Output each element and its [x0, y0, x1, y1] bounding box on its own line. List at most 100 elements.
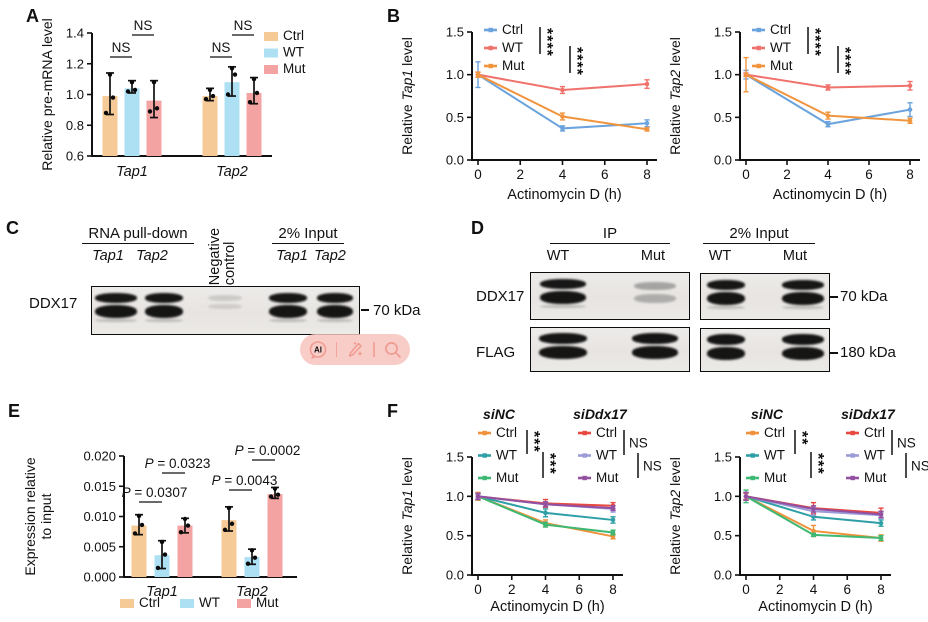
protein-band	[95, 319, 137, 322]
svg-text:Mut: Mut	[770, 58, 793, 73]
protein-band	[634, 294, 676, 303]
protein-band	[540, 279, 586, 289]
svg-text:0.5: 0.5	[446, 110, 464, 125]
watermark-divider	[373, 342, 375, 357]
protein-band	[208, 304, 242, 309]
ip-group-label: IP	[550, 225, 670, 244]
axes: 0.0 0.5 1.0 1.5 0 2 4 6 8 Actinomycin D (h) Relati…	[399, 25, 657, 203]
lane-label-tap2-pulldown: Tap2	[136, 248, 168, 264]
svg-text:***: ***	[541, 453, 558, 475]
svg-text:WT: WT	[864, 448, 885, 463]
protein-band	[782, 334, 824, 345]
input-ddx17-membrane	[700, 273, 830, 320]
panel-c-label: C	[6, 218, 19, 238]
svg-text:1.0: 1.0	[446, 489, 464, 504]
legend: Ctrl WT Mut	[120, 595, 279, 610]
protein-band	[145, 305, 183, 318]
protein-band	[269, 319, 307, 322]
svg-text:Relative Tap1 level: Relative Tap1 level	[399, 457, 415, 575]
svg-text:2: 2	[508, 582, 516, 597]
svg-text:Tap2: Tap2	[236, 584, 268, 600]
svg-text:1.5: 1.5	[446, 25, 464, 40]
bar-series-Mut	[146, 76, 262, 156]
svg-text:Actinomycin D (h): Actinomycin D (h)	[758, 599, 872, 615]
svg-text:4: 4	[542, 582, 550, 597]
protein-band	[269, 293, 307, 303]
protein-band	[317, 293, 353, 303]
protein-band	[540, 291, 586, 304]
panel-b-tap1-line-chart: 0.0 0.5 1.0 1.5 0 2 4 6 8 Actinomycin D (h) Relati…	[399, 22, 657, 203]
svg-text:0.0: 0.0	[446, 153, 464, 168]
svg-text:6: 6	[575, 582, 583, 597]
svg-text:Relative Tap1 level: Relative Tap1 level	[399, 37, 415, 155]
line-series-siDdx17-Mut	[743, 491, 884, 519]
magnifier-icon[interactable]	[382, 339, 404, 361]
svg-text:AI: AI	[314, 345, 322, 354]
svg-text:1.0: 1.0	[714, 67, 732, 82]
axes: 0.0 0.5 1.0 1.5 0 2 4 6 8 Actinomycin D (h) Relati…	[667, 450, 891, 615]
protein-band	[707, 306, 745, 309]
protein-band	[782, 280, 824, 290]
protein-band	[707, 292, 745, 305]
svg-text:P = 0.0043: P = 0.0043	[212, 473, 278, 488]
svg-text:0.0: 0.0	[714, 153, 732, 168]
svg-text:P = 0.0307: P = 0.0307	[122, 485, 188, 500]
svg-text:6: 6	[865, 167, 873, 182]
svg-text:0.005: 0.005	[83, 539, 116, 554]
panel-c-blot: RNA pull-down Tap1 Tap2 Negative control…	[5, 215, 465, 391]
svg-text:Ctrl: Ctrl	[502, 22, 523, 37]
svg-text:0.5: 0.5	[446, 528, 464, 543]
line-series-siDdx17-Mut	[475, 492, 616, 512]
svg-text:0.8: 0.8	[66, 118, 84, 133]
svg-text:NS: NS	[643, 459, 662, 474]
svg-text:0.015: 0.015	[83, 479, 116, 494]
line-series-Mut	[743, 56, 913, 125]
protein-band	[632, 346, 678, 359]
svg-text:8: 8	[609, 582, 617, 597]
axes: 0.6 0.8 1.0 1.2 1.4 Relative pre-mRNA level	[40, 18, 272, 171]
svg-text:1.0: 1.0	[446, 67, 464, 82]
svg-text:0.5: 0.5	[714, 528, 732, 543]
svg-text:Actinomycin D (h): Actinomycin D (h)	[490, 599, 604, 615]
svg-text:0: 0	[474, 167, 482, 182]
ai-chat-icon[interactable]: AI	[307, 339, 329, 361]
panel-f-tap1-line-chart: 0.0 0.5 1.0 1.5 0 2 4 6 8 Actinomycin D (h) Relati…	[399, 406, 662, 615]
svg-text:to input: to input	[38, 493, 54, 539]
svg-text:1.2: 1.2	[66, 56, 84, 71]
protein-band	[707, 280, 745, 290]
svg-text:4: 4	[810, 582, 818, 597]
protein-band	[208, 295, 242, 301]
svg-text:Mut: Mut	[283, 61, 306, 76]
lane-label-input-wt: WT	[708, 248, 732, 264]
svg-text:siDdx17: siDdx17	[841, 406, 896, 422]
protein-band	[782, 306, 824, 309]
protein-band	[782, 347, 824, 360]
svg-text:Ctrl: Ctrl	[496, 425, 517, 440]
protein-band	[317, 319, 353, 322]
ip-flag-membrane	[530, 327, 690, 372]
input-group-label: 2% Input	[272, 225, 344, 244]
rna-pulldown-group-label: RNA pull-down	[82, 225, 194, 244]
svg-text:1.0: 1.0	[714, 489, 732, 504]
ai-toolbar-watermark: AI	[300, 334, 410, 365]
pulldown-blot-membrane	[91, 286, 360, 335]
svg-text:P = 0.0323: P = 0.0323	[145, 456, 211, 471]
protein-band	[95, 293, 137, 303]
svg-text:WT: WT	[496, 448, 517, 463]
magic-pen-icon[interactable]	[344, 339, 366, 361]
size-marker-180kda: 180 kDa	[840, 344, 896, 361]
bar-series-Mut	[177, 486, 283, 577]
svg-text:NS: NS	[212, 40, 231, 55]
svg-text:NS: NS	[112, 40, 131, 55]
svg-text:Ctrl: Ctrl	[283, 28, 304, 43]
panel-a-label: A	[26, 6, 39, 26]
size-marker-70kda: 70 kDa	[373, 302, 421, 319]
panel-e-bar-chart: 0.000 0.005 0.010 0.015 0.020 Expression rela…	[22, 443, 300, 610]
svg-text:6: 6	[843, 582, 851, 597]
svg-text:siDdx17: siDdx17	[573, 406, 628, 422]
svg-text:Ctrl: Ctrl	[139, 595, 160, 610]
lane-label-input-mut: Mut	[782, 248, 808, 264]
svg-text:Mut: Mut	[864, 470, 887, 485]
